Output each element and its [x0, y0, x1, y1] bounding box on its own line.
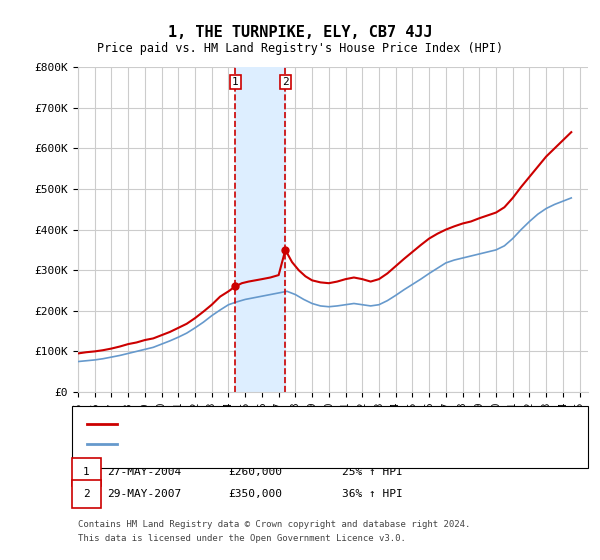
Text: £350,000: £350,000	[228, 489, 282, 499]
Text: 36% ↑ HPI: 36% ↑ HPI	[342, 489, 403, 499]
Text: 29-MAY-2007: 29-MAY-2007	[107, 489, 181, 499]
Text: 1: 1	[83, 466, 90, 477]
Text: Price paid vs. HM Land Registry's House Price Index (HPI): Price paid vs. HM Land Registry's House …	[97, 42, 503, 55]
Text: Contains HM Land Registry data © Crown copyright and database right 2024.: Contains HM Land Registry data © Crown c…	[78, 520, 470, 529]
Text: 2: 2	[282, 77, 289, 87]
Text: 1, THE TURNPIKE, ELY, CB7 4JJ (detached house): 1, THE TURNPIKE, ELY, CB7 4JJ (detached …	[123, 419, 410, 429]
Text: 2: 2	[83, 489, 90, 499]
Text: HPI: Average price, detached house, East Cambridgeshire: HPI: Average price, detached house, East…	[123, 439, 467, 449]
Bar	[235, 67, 286, 392]
Text: 27-MAY-2004: 27-MAY-2004	[107, 466, 181, 477]
Text: This data is licensed under the Open Government Licence v3.0.: This data is licensed under the Open Gov…	[78, 534, 406, 543]
Text: 25% ↑ HPI: 25% ↑ HPI	[342, 466, 403, 477]
Text: 1, THE TURNPIKE, ELY, CB7 4JJ: 1, THE TURNPIKE, ELY, CB7 4JJ	[167, 25, 433, 40]
Text: £260,000: £260,000	[228, 466, 282, 477]
Text: 1: 1	[232, 77, 239, 87]
